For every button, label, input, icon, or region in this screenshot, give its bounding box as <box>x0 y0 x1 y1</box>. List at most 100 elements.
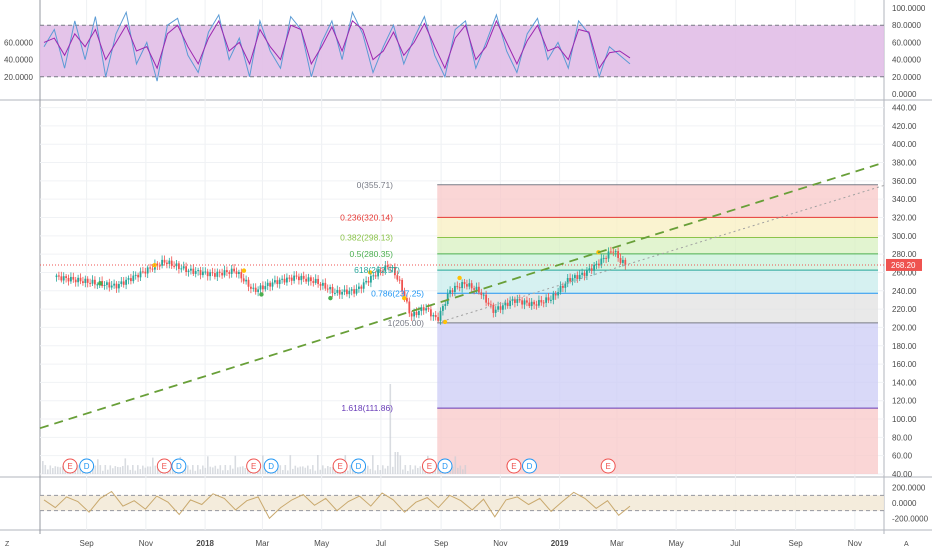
candle-body[interactable] <box>278 279 281 285</box>
candle-body[interactable] <box>336 289 339 293</box>
candle-body[interactable] <box>286 277 288 283</box>
candle-body[interactable] <box>540 300 543 303</box>
signal-dot[interactable] <box>442 319 448 325</box>
candle-body[interactable] <box>238 271 240 274</box>
candle-body[interactable] <box>173 265 176 267</box>
candle-body[interactable] <box>192 268 195 274</box>
candle-body[interactable] <box>194 271 197 274</box>
candle-body[interactable] <box>379 270 382 272</box>
signal-dot[interactable] <box>98 281 103 286</box>
candle-body[interactable] <box>257 289 260 292</box>
candle-body[interactable] <box>562 285 564 288</box>
candle-body[interactable] <box>581 272 584 275</box>
cci-panel[interactable] <box>40 490 884 520</box>
event-earnings-marker[interactable]: E <box>62 458 78 474</box>
candle-body[interactable] <box>67 277 70 282</box>
candle-body[interactable] <box>166 262 168 264</box>
candle-body[interactable] <box>264 285 267 290</box>
candle-body[interactable] <box>259 285 262 290</box>
fibonacci-retracement[interactable] <box>437 184 878 474</box>
candle-body[interactable] <box>444 304 447 306</box>
candle-body[interactable] <box>526 300 528 303</box>
candle-body[interactable] <box>523 300 526 305</box>
candle-body[interactable] <box>384 265 387 272</box>
zoom-toggle[interactable]: Z <box>5 541 10 548</box>
candle-body[interactable] <box>70 276 72 282</box>
candle-body[interactable] <box>338 289 341 295</box>
candle-body[interactable] <box>281 278 284 280</box>
candle-body[interactable] <box>314 278 317 283</box>
candle-body[interactable] <box>130 278 132 282</box>
candle-body[interactable] <box>432 314 435 317</box>
candle-body[interactable] <box>497 306 500 310</box>
candle-body[interactable] <box>506 302 509 307</box>
candle-body[interactable] <box>170 260 173 266</box>
candle-body[interactable] <box>276 280 279 285</box>
candle-body[interactable] <box>458 287 461 289</box>
candle-body[interactable] <box>588 268 591 271</box>
candle-body[interactable] <box>550 299 552 301</box>
candle-body[interactable] <box>504 302 507 306</box>
candle-body[interactable] <box>528 302 531 307</box>
event-dividend-marker[interactable]: D <box>522 458 538 474</box>
candle-body[interactable] <box>593 264 596 271</box>
candle-body[interactable] <box>362 282 365 289</box>
signal-dot[interactable] <box>259 292 264 297</box>
candle-body[interactable] <box>545 297 548 303</box>
candle-body[interactable] <box>605 257 608 259</box>
candle-body[interactable] <box>250 286 252 289</box>
candle-body[interactable] <box>127 278 130 280</box>
candle-body[interactable] <box>612 251 615 253</box>
candle-body[interactable] <box>168 260 171 264</box>
candle-body[interactable] <box>199 270 202 276</box>
candle-body[interactable] <box>576 275 579 279</box>
candle-body[interactable] <box>494 309 497 313</box>
candle-body[interactable] <box>161 259 164 266</box>
signal-dot[interactable] <box>328 295 333 301</box>
event-earnings-marker[interactable]: E <box>600 458 616 474</box>
candle-body[interactable] <box>583 272 586 276</box>
candle-body[interactable] <box>413 311 416 317</box>
candle-body[interactable] <box>329 287 332 290</box>
candle-body[interactable] <box>322 282 324 286</box>
candle-body[interactable] <box>144 271 147 274</box>
candle-body[interactable] <box>226 270 228 273</box>
candle-body[interactable] <box>202 271 204 276</box>
signal-dot[interactable] <box>457 275 462 281</box>
candle-body[interactable] <box>348 290 351 295</box>
candle-body[interactable] <box>619 258 622 263</box>
candle-body[interactable] <box>595 263 598 265</box>
event-earnings-marker[interactable]: E <box>506 458 522 474</box>
candle-body[interactable] <box>103 284 106 287</box>
signal-dot[interactable] <box>402 295 407 301</box>
candle-body[interactable] <box>158 265 161 267</box>
candle-body[interactable] <box>305 278 308 282</box>
candle-body[interactable] <box>62 276 65 281</box>
candle-body[interactable] <box>283 278 286 283</box>
candle-body[interactable] <box>235 271 238 274</box>
candle-body[interactable] <box>554 293 557 296</box>
event-dividend-marker[interactable]: D <box>351 458 367 474</box>
candle-body[interactable] <box>463 282 466 285</box>
candle-body[interactable] <box>422 307 425 311</box>
candle-body[interactable] <box>91 279 94 284</box>
candle-body[interactable] <box>343 289 346 292</box>
candlestick-series[interactable] <box>40 246 884 325</box>
candle-body[interactable] <box>530 301 533 307</box>
candle-body[interactable] <box>622 259 624 263</box>
candle-body[interactable] <box>175 263 178 267</box>
candle-body[interactable] <box>151 268 154 270</box>
candle-body[interactable] <box>566 278 569 284</box>
candle-body[interactable] <box>437 317 440 321</box>
candle-body[interactable] <box>461 282 464 289</box>
candle-body[interactable] <box>247 279 250 287</box>
candle-body[interactable] <box>365 280 368 283</box>
drawing-lines[interactable] <box>39 161 885 430</box>
candle-body[interactable] <box>370 275 372 283</box>
event-earnings-marker[interactable]: E <box>156 458 172 474</box>
candle-body[interactable] <box>293 275 296 281</box>
candle-body[interactable] <box>206 271 209 277</box>
candle-body[interactable] <box>382 270 384 272</box>
